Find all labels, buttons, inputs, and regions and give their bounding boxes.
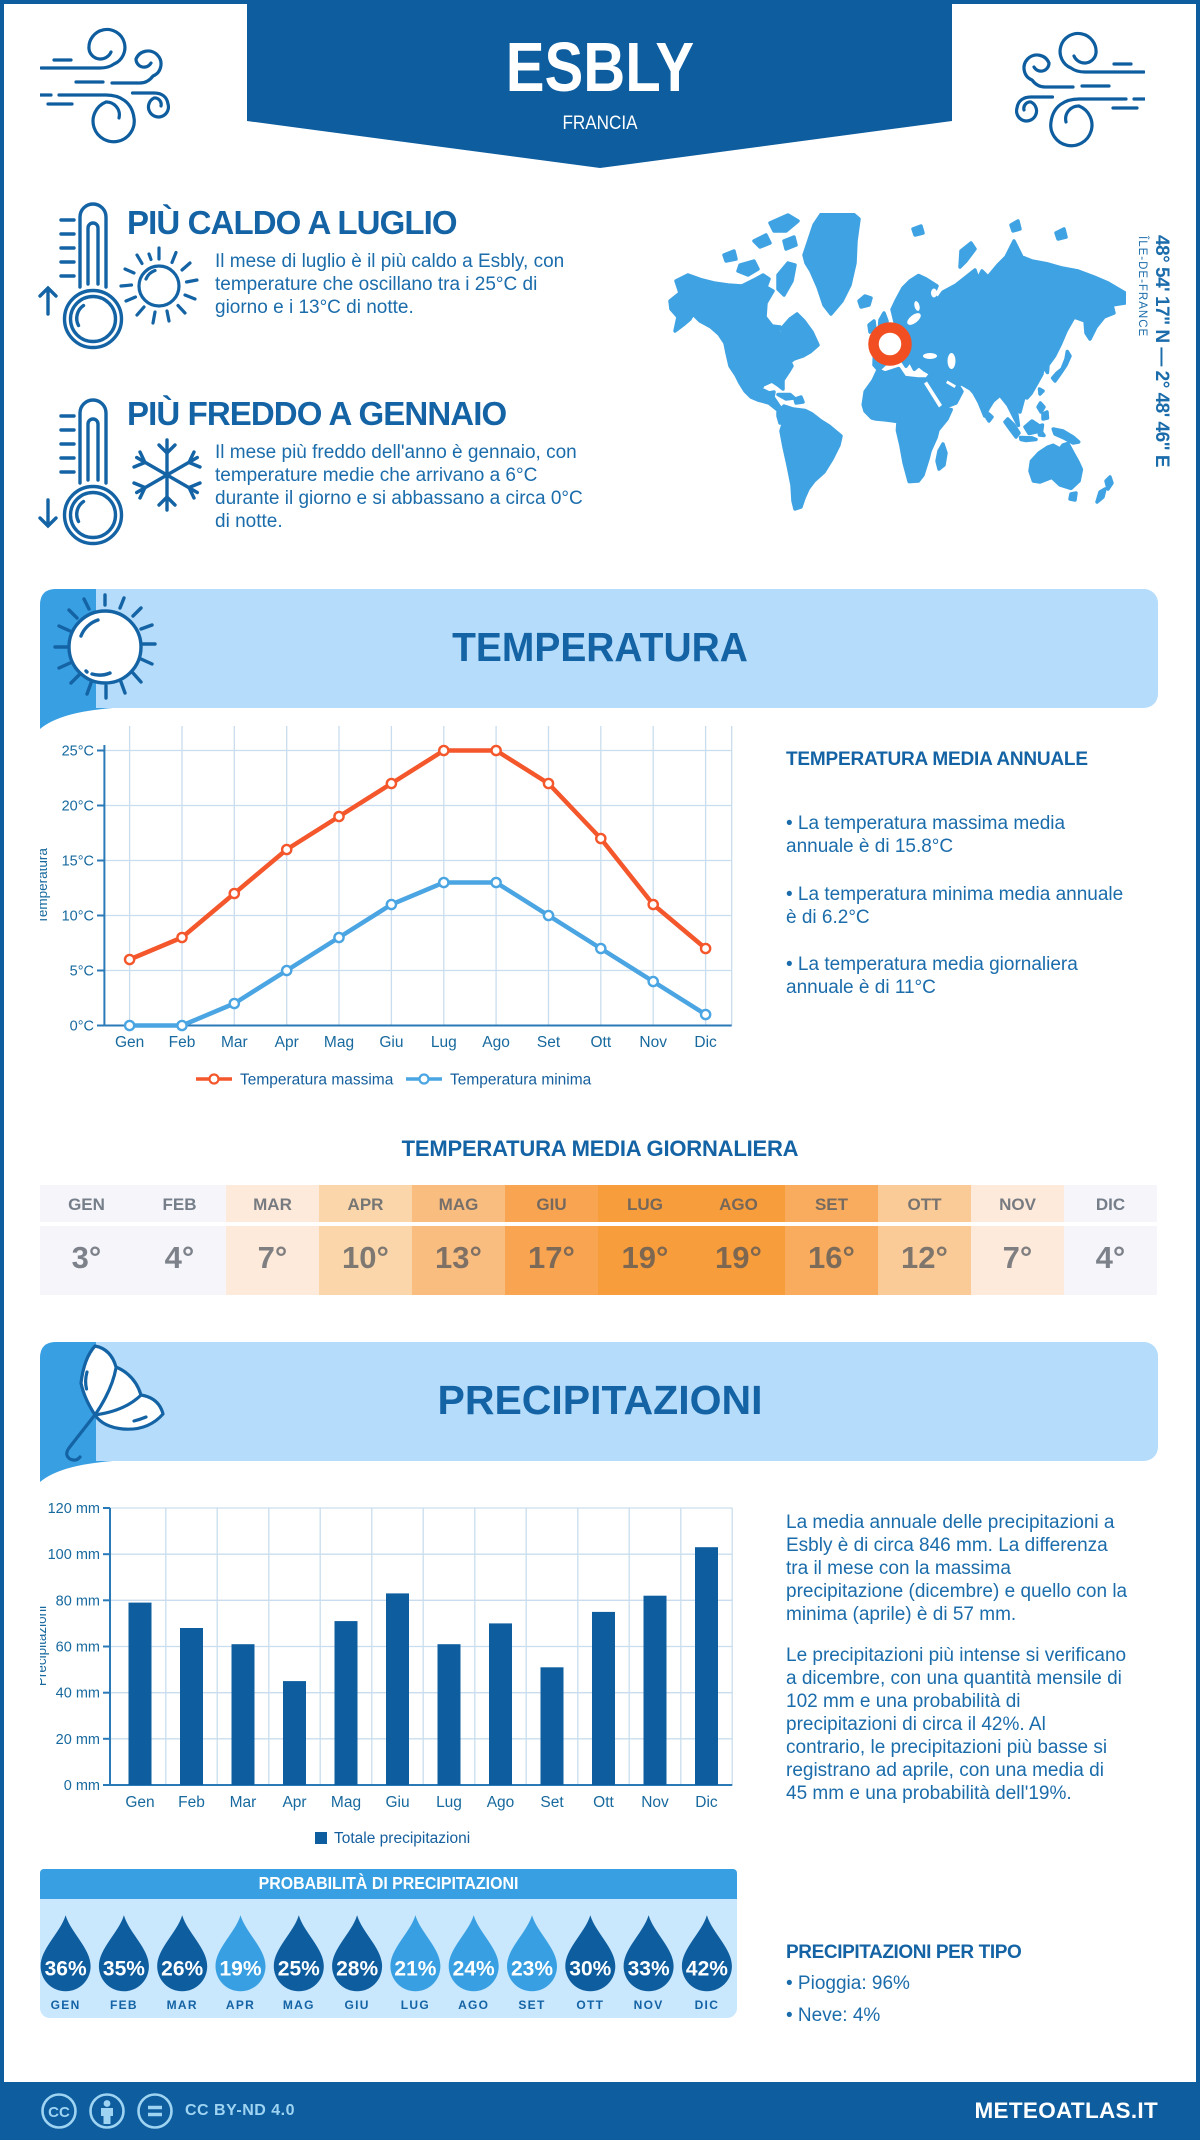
svg-text:Gen: Gen xyxy=(115,1034,144,1051)
svg-text:25%: 25% xyxy=(278,1957,320,1980)
svg-text:Set: Set xyxy=(540,1794,564,1811)
svg-text:100 mm: 100 mm xyxy=(48,1547,100,1563)
svg-text:0 mm: 0 mm xyxy=(64,1778,100,1794)
svg-text:Apr: Apr xyxy=(275,1034,299,1051)
svg-text:33%: 33% xyxy=(628,1957,670,1980)
svg-text:30%: 30% xyxy=(569,1957,611,1980)
svg-text:35%: 35% xyxy=(103,1957,145,1980)
svg-text:CC: CC xyxy=(48,2104,70,2121)
svg-text:Set: Set xyxy=(537,1034,561,1051)
svg-text:40 mm: 40 mm xyxy=(56,1686,100,1702)
svg-text:Mag: Mag xyxy=(331,1794,361,1811)
svg-text:Ott: Ott xyxy=(590,1034,611,1051)
svg-text:Feb: Feb xyxy=(169,1034,196,1051)
svg-text:Temperatura minima: Temperatura minima xyxy=(450,1072,592,1089)
svg-text:10°C: 10°C xyxy=(62,909,94,925)
svg-text:0°C: 0°C xyxy=(70,1019,94,1035)
svg-text:20 mm: 20 mm xyxy=(56,1732,100,1748)
svg-text:24%: 24% xyxy=(453,1957,495,1980)
svg-text:Gen: Gen xyxy=(125,1794,154,1811)
svg-text:15°C: 15°C xyxy=(62,854,94,870)
svg-text:80 mm: 80 mm xyxy=(56,1593,100,1609)
svg-text:Nov: Nov xyxy=(641,1794,669,1811)
svg-text:42%: 42% xyxy=(686,1957,728,1980)
svg-text:28%: 28% xyxy=(336,1957,378,1980)
svg-text:23%: 23% xyxy=(511,1957,553,1980)
svg-text:Apr: Apr xyxy=(282,1794,306,1811)
svg-text:19%: 19% xyxy=(219,1957,261,1980)
svg-text:Mar: Mar xyxy=(221,1034,248,1051)
svg-text:Dic: Dic xyxy=(694,1034,717,1051)
svg-text:Dic: Dic xyxy=(695,1794,718,1811)
svg-text:Ago: Ago xyxy=(482,1034,510,1051)
svg-text:Mar: Mar xyxy=(230,1794,257,1811)
svg-text:60 mm: 60 mm xyxy=(56,1640,100,1656)
svg-text:Giu: Giu xyxy=(385,1794,409,1811)
svg-text:Ott: Ott xyxy=(593,1794,614,1811)
svg-text:25°C: 25°C xyxy=(62,744,94,760)
svg-text:Temperatura massima: Temperatura massima xyxy=(240,1072,394,1089)
svg-text:21%: 21% xyxy=(394,1957,436,1980)
svg-text:Giu: Giu xyxy=(379,1034,403,1051)
svg-text:26%: 26% xyxy=(161,1957,203,1980)
svg-text:Feb: Feb xyxy=(178,1794,205,1811)
svg-text:Precipitazioni: Precipitazioni xyxy=(40,1606,49,1686)
svg-text:Lug: Lug xyxy=(436,1794,462,1811)
svg-text:Nov: Nov xyxy=(639,1034,667,1051)
svg-text:36%: 36% xyxy=(45,1957,87,1980)
svg-text:20°C: 20°C xyxy=(62,799,94,815)
svg-text:Ago: Ago xyxy=(487,1794,515,1811)
svg-text:5°C: 5°C xyxy=(70,964,94,980)
svg-text:Totale precipitazioni: Totale precipitazioni xyxy=(334,1830,470,1847)
svg-text:Temperatura: Temperatura xyxy=(40,848,50,924)
svg-text:Lug: Lug xyxy=(431,1034,457,1051)
svg-text:Mag: Mag xyxy=(324,1034,354,1051)
svg-text:120 mm: 120 mm xyxy=(48,1501,100,1517)
